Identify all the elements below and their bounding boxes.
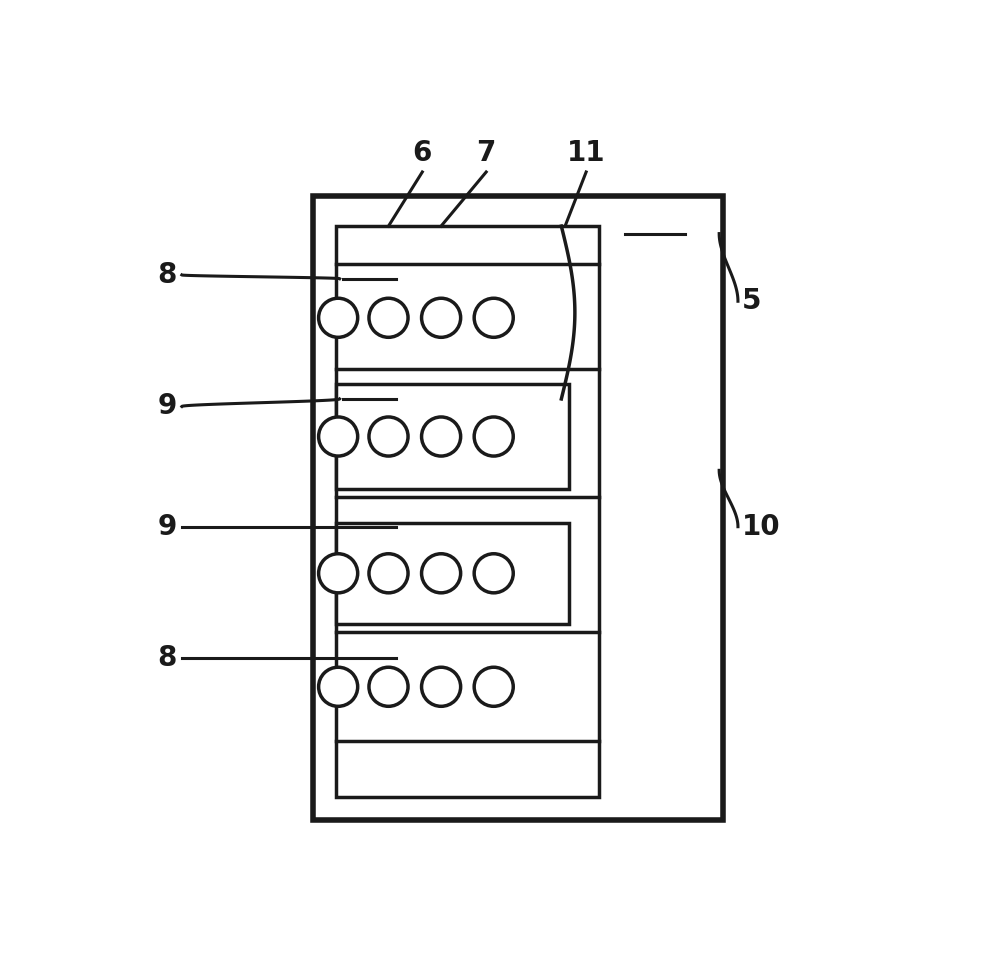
Circle shape	[319, 668, 358, 707]
Text: 5: 5	[742, 287, 761, 315]
Circle shape	[422, 417, 461, 456]
Text: 7: 7	[477, 140, 496, 167]
Circle shape	[422, 553, 461, 592]
Circle shape	[474, 553, 513, 592]
Text: 10: 10	[742, 512, 780, 541]
Bar	[313, 196, 723, 820]
Circle shape	[369, 417, 408, 456]
Bar	[336, 384, 569, 489]
Circle shape	[369, 553, 408, 592]
Text: 6: 6	[413, 140, 432, 167]
Bar	[336, 226, 599, 797]
Bar	[336, 523, 569, 625]
Circle shape	[422, 299, 461, 338]
Circle shape	[319, 417, 358, 456]
Circle shape	[474, 299, 513, 338]
Circle shape	[319, 553, 358, 592]
Circle shape	[369, 299, 408, 338]
Circle shape	[319, 299, 358, 338]
Circle shape	[474, 417, 513, 456]
Circle shape	[369, 668, 408, 707]
Circle shape	[474, 668, 513, 707]
Circle shape	[422, 668, 461, 707]
Text: 8: 8	[157, 644, 176, 672]
Text: 11: 11	[567, 140, 605, 167]
Text: 9: 9	[157, 512, 176, 541]
Text: 9: 9	[157, 392, 176, 421]
Text: 8: 8	[157, 261, 176, 289]
